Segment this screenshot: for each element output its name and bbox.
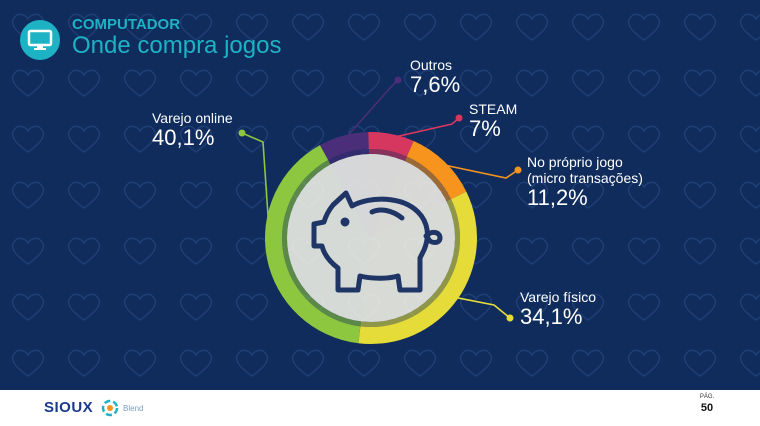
slice-inner-ring-outros: [328, 149, 369, 165]
label-outros: Outros 7,6%: [410, 57, 460, 97]
leader-dot-varejo-online: [238, 129, 246, 137]
slice-label-no-proprio-jogo: No próprio jogo (micro transações): [527, 154, 643, 186]
leader-dot-outros: [394, 76, 402, 84]
partner-logo-icon: [101, 399, 119, 417]
chart-center: [287, 154, 455, 322]
slice-value-no-proprio-jogo: 11,2%: [527, 185, 588, 210]
header: COMPUTADOR Onde compra jogos: [20, 12, 281, 60]
leader-line-steam: [390, 117, 460, 139]
footer: SIOUX Blend PÁG. 50: [0, 390, 760, 426]
label-no-proprio-jogo: No próprio jogo (micro transações) 11,2%: [527, 154, 643, 210]
pie-chart: [238, 76, 522, 344]
partner-logo: Blend: [100, 398, 143, 418]
label-steam: STEAM 7%: [469, 101, 517, 141]
header-kicker: COMPUTADOR: [72, 16, 181, 33]
leader-line-no-proprio-jogo: [441, 163, 519, 179]
slice-outros: [319, 132, 369, 161]
leader-line-varejo-online: [241, 132, 272, 258]
slice-steam: [368, 132, 414, 157]
slice-varejo-online: [265, 145, 361, 344]
label-varejo-online: Varejo online 40,1%: [152, 110, 233, 150]
monitor-icon: [20, 20, 60, 60]
slice-value-varejo-fisico: 34,1%: [520, 304, 583, 329]
sioux-logo: SIOUX: [44, 399, 94, 416]
leader-dot-varejo-fisico: [506, 314, 514, 322]
leader-line-varejo-fisico: [453, 296, 511, 319]
slice-inner-ring-varejo-fisico: [360, 199, 460, 327]
leader-dot-no-proprio-jogo: [514, 166, 522, 174]
slice-label-varejo-online: Varejo online: [152, 110, 233, 126]
leader-line-outros: [343, 79, 399, 141]
slice-value-varejo-online: 40,1%: [152, 125, 215, 150]
leader-dot-steam: [455, 114, 463, 122]
slice-inner-ring-no-proprio-jogo: [404, 156, 452, 202]
slice-value-steam: 7%: [469, 116, 501, 141]
piggy-bank-icon: [311, 190, 443, 293]
slice-label-varejo-fisico: Varejo físico: [520, 289, 596, 305]
slice-no-proprio-jogo: [406, 140, 467, 200]
page-caption: PÁG.: [699, 394, 715, 400]
label-varejo-fisico: Varejo físico 34,1%: [520, 289, 596, 329]
partner-name: Blend: [123, 403, 144, 413]
slice-inner-ring-steam: [368, 148, 407, 162]
page-indicator: PÁG. 50: [692, 390, 722, 420]
slice-label-outros: Outros: [410, 57, 453, 73]
slice-value-outros: 7,6%: [410, 72, 461, 97]
slice-varejo-fisico: [358, 191, 477, 344]
slice-label-steam: STEAM: [469, 101, 518, 117]
page-title: Onde compra jogos: [72, 32, 282, 59]
page-number: 50: [700, 402, 714, 414]
